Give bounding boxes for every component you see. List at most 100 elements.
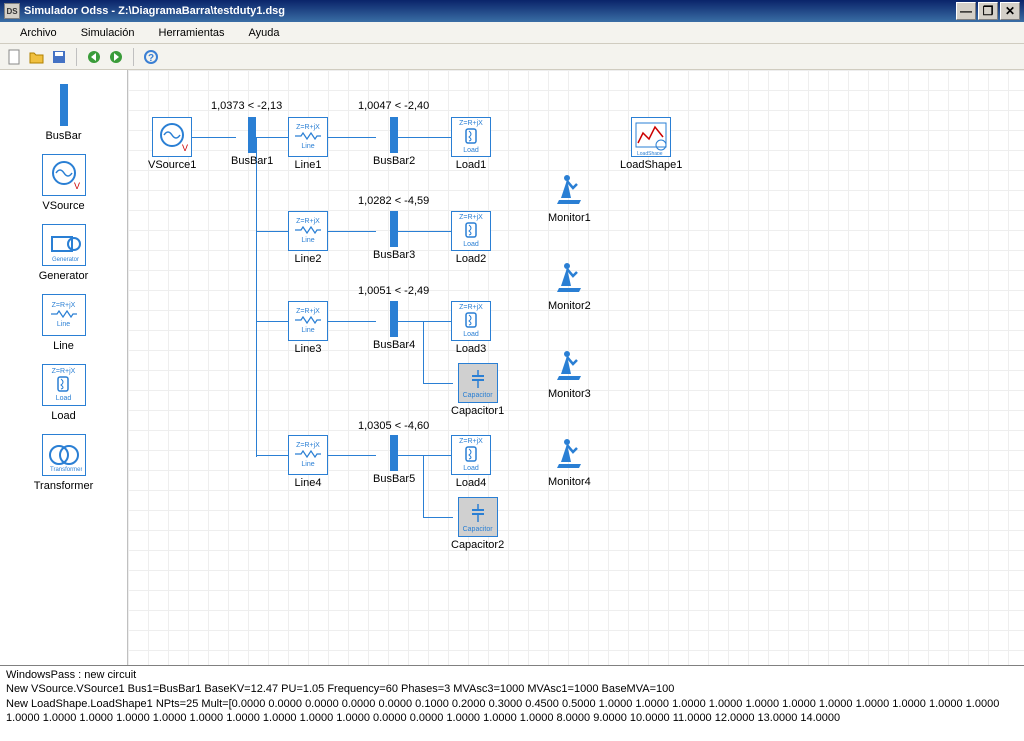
busbar-icon [390,301,398,337]
component-label: VSource1 [148,159,196,171]
load-icon: Z=R+jXLoad [451,117,491,157]
component-line1[interactable]: Z=R+jXLine Line1 [288,117,328,171]
component-monitor3[interactable]: Monitor3 [548,346,591,400]
svg-text:LoadShape: LoadShape [637,151,663,155]
transformer-icon: Transformer [42,434,86,476]
output-console[interactable]: WindowsPass : new circuitNew VSource.VSo… [0,665,1024,741]
canvas-viewport[interactable]: 1,0373 < -2,131,0047 < -2,401,0282 < -4,… [128,70,1024,665]
palette-label: VSource [42,200,84,212]
component-palette: BusBarVVSourceGeneratorGeneratorZ=R+jXLi… [0,70,128,665]
palette-label: Transformer [34,480,94,492]
help-button[interactable]: ? [142,48,160,66]
console-line: New LoadShape.LoadShape1 NPts=25 Mult=[0… [6,697,1018,711]
palette-item-generator[interactable]: GeneratorGenerator [0,218,127,288]
wire [328,321,376,322]
load-icon: Z=R+jXLoad [451,211,491,251]
maximize-button[interactable]: ❐ [978,2,998,20]
component-label: BusBar1 [231,155,273,167]
palette-item-vsource[interactable]: V VSource [0,148,127,218]
component-loadshape1[interactable]: LoadShapeLoadShape1 [620,117,682,171]
component-busbar4[interactable]: BusBar4 [373,301,415,351]
save-file-button[interactable] [50,48,68,66]
component-line4[interactable]: Z=R+jXLineLine4 [288,435,328,489]
menu-ayuda[interactable]: Ayuda [237,25,292,41]
component-label: Capacitor1 [451,405,504,417]
wire [256,231,292,232]
voltage-label: 1,0282 < -4,59 [358,195,429,207]
component-label: Line1 [295,159,322,171]
voltage-label: 1,0373 < -2,13 [211,100,282,112]
component-busbar3[interactable]: BusBar3 [373,211,415,261]
component-label: Capacitor2 [451,539,504,551]
busbar-icon [390,117,398,153]
component-load2[interactable]: Z=R+jXLoad Load2 [451,211,491,265]
palette-item-load[interactable]: Z=R+jXLoadLoad [0,358,127,428]
console-line: New VSource.VSource1 Bus1=BusBar1 BaseKV… [6,682,1018,696]
component-capacitor1[interactable]: CapacitorCapacitor1 [451,363,504,417]
component-line3[interactable]: Z=R+jXLineLine3 [288,301,328,355]
component-busbar5[interactable]: BusBar5 [373,435,415,485]
menubar: Archivo Simulación Herramientas Ayuda [0,22,1024,44]
svg-text:?: ? [148,53,154,64]
toolbar: ? [0,44,1024,70]
line-icon: Z=R+jXLine [288,117,328,157]
component-monitor4[interactable]: Monitor4 [548,434,591,488]
component-load1[interactable]: Z=R+jXLoadLoad1 [451,117,491,171]
wire [423,321,424,384]
wire [328,455,376,456]
component-label: Monitor4 [548,476,591,488]
voltage-label: 1,0051 < -2,49 [358,285,429,297]
component-busbar1[interactable]: BusBar1 [231,117,273,167]
menu-simulacion[interactable]: Simulación [69,25,147,41]
component-line2[interactable]: Z=R+jXLineLine2 [288,211,328,265]
component-label: Load2 [456,253,487,265]
busbar-icon [248,117,256,153]
component-label: Monitor1 [548,212,591,224]
svg-text:Generator: Generator [52,257,79,263]
console-line: WindowsPass : new circuit [6,668,1018,682]
line-icon: Z=R+jXLine [42,294,86,336]
new-file-button[interactable] [6,48,24,66]
wire [423,383,453,384]
monitor-icon [549,258,589,298]
run-button[interactable] [107,48,125,66]
component-label: Load4 [456,477,487,489]
busbar-icon [390,211,398,247]
busbar-icon [390,435,398,471]
close-button[interactable]: ✕ [1000,2,1020,20]
palette-label: Line [53,340,74,352]
minimize-button[interactable]: — [956,2,976,20]
component-monitor2[interactable]: Monitor2 [548,258,591,312]
open-file-button[interactable] [28,48,46,66]
component-label: BusBar2 [373,155,415,167]
component-monitor1[interactable]: Monitor1 [548,170,591,224]
palette-label: BusBar [45,130,81,142]
component-load3[interactable]: Z=R+jXLoadLoad3 [451,301,491,355]
load-icon: Z=R+jXLoad [451,301,491,341]
component-busbar2[interactable]: BusBar2 [373,117,415,167]
console-line: 1.0000 1.0000 1.0000 1.0000 1.0000 1.000… [6,711,1018,725]
wire [256,321,292,322]
loadshape-icon: LoadShape [631,117,671,157]
component-label: Line4 [295,477,322,489]
palette-item-line[interactable]: Z=R+jXLine Line [0,288,127,358]
diagram-canvas[interactable]: 1,0373 < -2,131,0047 < -2,401,0282 < -4,… [128,70,1024,665]
wire [423,455,424,518]
toolbar-separator [76,48,77,66]
window-title: Simulador Odss - Z:\DiagramaBarra\testdu… [24,5,956,17]
svg-text:V: V [74,181,80,191]
component-vsource1[interactable]: VVSource1 [148,117,196,171]
component-capacitor2[interactable]: CapacitorCapacitor2 [451,497,504,551]
component-load4[interactable]: Z=R+jXLoad Load4 [451,435,491,489]
palette-item-transformer[interactable]: Transformer Transformer [0,428,127,498]
menu-archivo[interactable]: Archivo [8,25,69,41]
titlebar: DS Simulador Odss - Z:\DiagramaBarra\tes… [0,0,1024,22]
palette-item-busbar[interactable]: BusBar [0,78,127,148]
generator-icon: Generator [42,224,86,266]
menu-herramientas[interactable]: Herramientas [147,25,237,41]
monitor-icon [549,434,589,474]
component-label: BusBar3 [373,249,415,261]
back-button[interactable] [85,48,103,66]
load-icon: Z=R+jXLoad [451,435,491,475]
monitor-icon [549,346,589,386]
